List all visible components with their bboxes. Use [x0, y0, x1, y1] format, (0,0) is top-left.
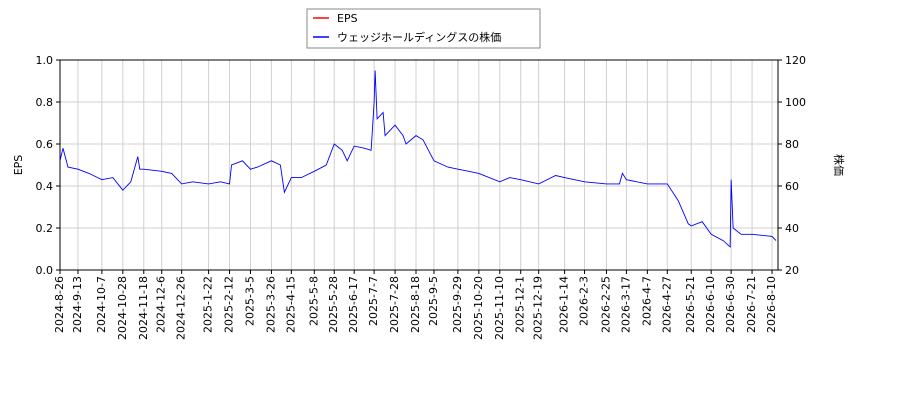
- y-tick-label: 0.8: [36, 96, 54, 109]
- x-tick-label: 2026-6-30: [724, 276, 737, 333]
- x-tick-label: 2026-7-21: [745, 276, 758, 333]
- x-tick-label: 2026-2-3: [578, 276, 591, 326]
- x-tick-label: 2026-2-25: [599, 276, 612, 333]
- x-tick-label: 2025-9-29: [451, 276, 464, 333]
- y2-tick-label: 80: [785, 138, 799, 151]
- x-tick-label: 2025-10-20: [472, 276, 485, 340]
- legend: EPS ウェッジホールディングスの株価: [306, 8, 541, 49]
- x-tick-label: 2025-2-12: [223, 276, 236, 333]
- x-tick-label: 2025-9-5: [427, 276, 440, 326]
- legend-label: EPS: [337, 12, 358, 25]
- x-tick-label: 2025-5-8: [307, 276, 320, 326]
- y2-tick-label: 120: [785, 54, 806, 67]
- y2-tick-label: 60: [785, 180, 799, 193]
- x-tick-label: 2025-8-18: [409, 276, 422, 333]
- x-tick-label: 2025-7-28: [388, 276, 401, 333]
- y2-axis-label: 株価: [832, 154, 846, 176]
- x-tick-label: 2026-1-14: [558, 276, 571, 333]
- y-axis-label: EPS: [12, 155, 25, 176]
- x-tick-label: 2025-4-15: [284, 276, 297, 333]
- y-tick-label: 0.6: [36, 138, 54, 151]
- y2-tick-label: 40: [785, 222, 799, 235]
- x-tick-label: 2025-11-10: [493, 276, 506, 340]
- x-tick-label: 2024-10-28: [116, 276, 129, 340]
- legend-label: ウェッジホールディングスの株価: [337, 30, 501, 44]
- x-tick-label: 2024-8-26: [53, 276, 66, 333]
- x-tick-label: 2024-9-13: [71, 276, 84, 333]
- y-tick-label: 0.4: [36, 180, 54, 193]
- x-tick-label: 2026-8-10: [765, 276, 778, 333]
- x-tick-label: 2026-4-7: [640, 276, 653, 326]
- x-tick-label: 2026-5-21: [684, 276, 697, 333]
- x-tick-label: 2024-11-18: [137, 276, 150, 340]
- x-tick-label: 2025-3-5: [243, 276, 256, 326]
- x-tick-label: 2025-1-22: [202, 276, 215, 333]
- y-tick-label: 0.0: [36, 264, 54, 277]
- y-tick-label: 0.2: [36, 222, 54, 235]
- x-tick-label: 2025-7-7: [367, 276, 380, 326]
- x-tick-label: 2026-4-27: [660, 276, 673, 333]
- x-tick-label: 2025-6-17: [347, 276, 360, 333]
- x-tick-label: 2025-5-28: [327, 276, 340, 333]
- x-tick-label: 2024-10-7: [95, 276, 108, 333]
- x-tick-label: 2025-3-26: [264, 276, 277, 333]
- x-tick-label: 2025-12-19: [532, 276, 545, 340]
- x-tick-label: 2024-12-26: [175, 276, 188, 340]
- x-tick-label: 2026-6-10: [704, 276, 717, 333]
- y2-tick-label: 100: [785, 96, 806, 109]
- series-line: [59, 70, 777, 248]
- x-tick-label: 2024-12-6: [155, 276, 168, 333]
- y2-tick-label: 20: [785, 264, 799, 277]
- x-tick-label: 2025-12-1: [514, 276, 527, 333]
- plot-frame: [59, 59, 779, 271]
- y-tick-label: 1.0: [36, 54, 54, 67]
- x-tick-label: 2026-3-17: [619, 276, 632, 333]
- legend-box: [306, 8, 541, 49]
